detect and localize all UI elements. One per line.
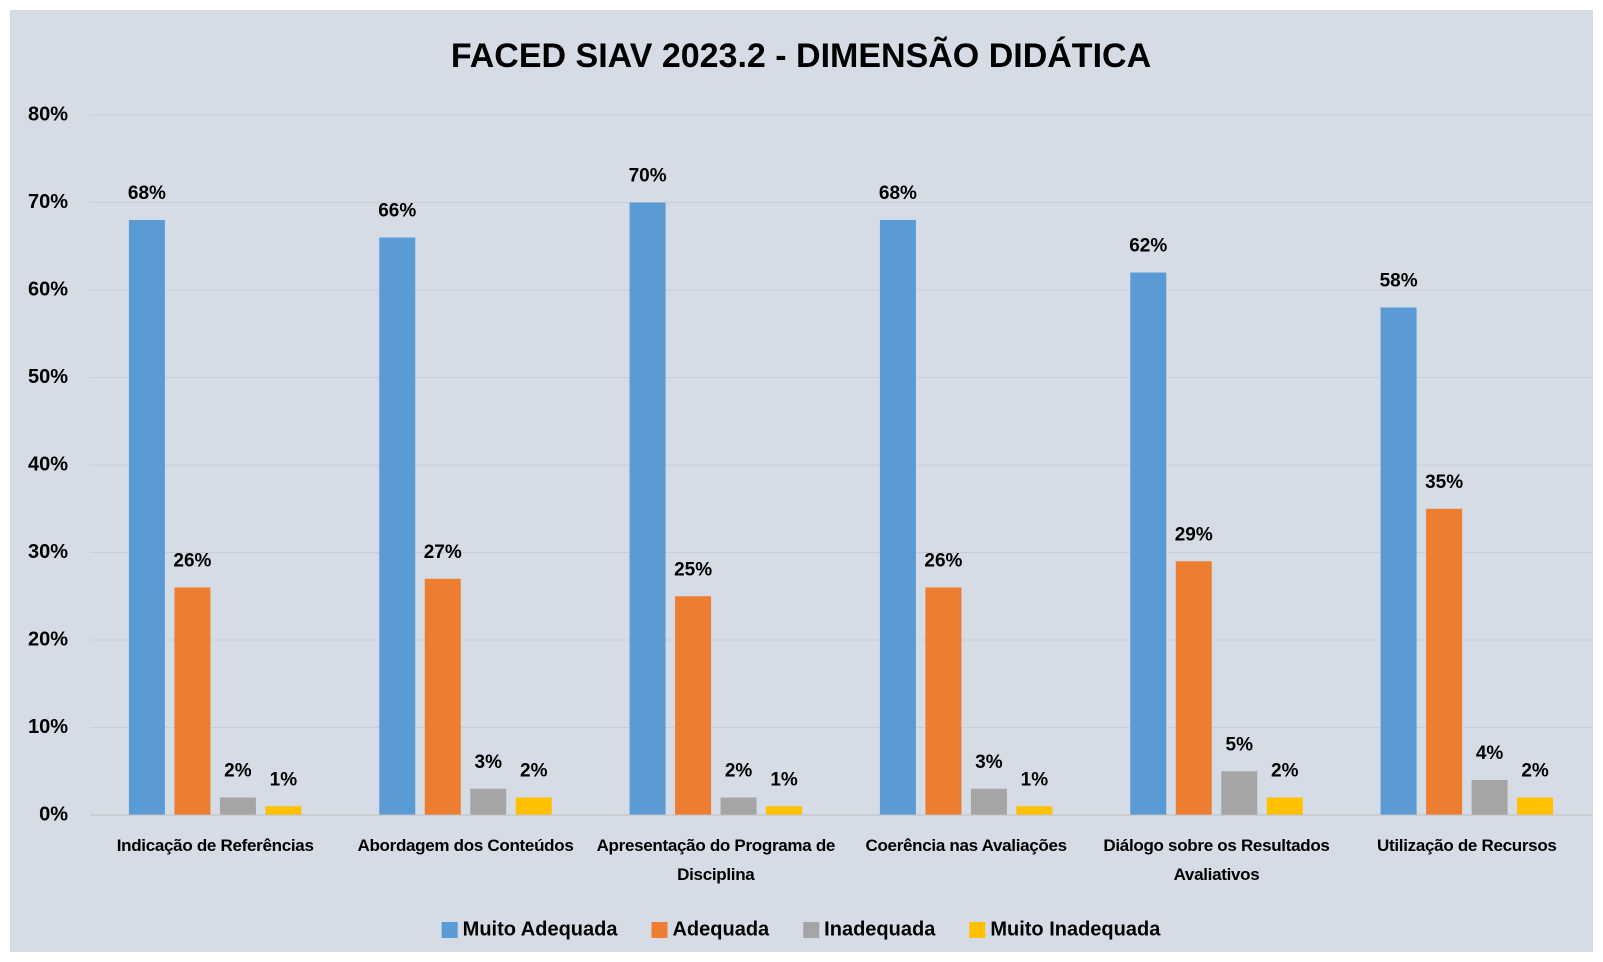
data-label: 2%: [1271, 761, 1299, 782]
y-tick-label: 20%: [28, 628, 68, 650]
bar: [1266, 797, 1303, 815]
chart-title: FACED SIAV 2023.2 - DIMENSÃO DIDÁTICA: [451, 37, 1151, 75]
chart-background: [10, 10, 1593, 952]
data-label: 3%: [975, 752, 1003, 773]
data-label: 29%: [1175, 524, 1213, 545]
data-label: 2%: [1521, 761, 1549, 782]
data-label: 26%: [173, 551, 211, 572]
legend: Muito Adequada Adequada Inadequada Muito In…: [441, 918, 1161, 940]
legend-label: Inadequada: [824, 918, 936, 940]
y-tick-label: 30%: [28, 541, 68, 563]
bar: [720, 797, 757, 815]
legend-swatch: [969, 922, 986, 938]
x-tick-label: Diálogo sobre os Resultados Avaliativos: [1103, 836, 1330, 884]
bar: [1130, 272, 1167, 815]
data-label: 26%: [924, 551, 962, 572]
legend-label: Muito Adequada: [463, 918, 619, 940]
data-label: 68%: [128, 183, 166, 204]
bar: [174, 587, 211, 815]
bar: [1221, 771, 1258, 815]
y-tick-label: 10%: [28, 716, 68, 738]
bar: [1426, 508, 1463, 815]
bar: [424, 578, 461, 815]
data-label: 1%: [770, 769, 798, 790]
data-label: 27%: [424, 542, 462, 563]
data-label: 1%: [1021, 769, 1049, 790]
bar: [470, 788, 507, 815]
bar: [1517, 797, 1554, 815]
legend-swatch: [441, 922, 458, 938]
y-tick-label: 60%: [28, 278, 68, 300]
bar: [970, 788, 1007, 815]
legend-swatch: [803, 922, 820, 938]
data-label: 35%: [1425, 472, 1463, 493]
bar: [219, 797, 256, 815]
y-tick-label: 50%: [28, 366, 68, 388]
bar: [766, 806, 803, 815]
y-tick-label: 0%: [39, 803, 68, 825]
data-label: 66%: [378, 201, 416, 222]
data-label: 58%: [1380, 271, 1418, 292]
data-label: 1%: [270, 769, 298, 790]
legend-label: Muito Inadequada: [990, 918, 1161, 940]
data-label: 25%: [674, 559, 712, 580]
bar: [515, 797, 552, 815]
bar: [925, 587, 962, 815]
data-label: 4%: [1476, 743, 1504, 764]
bar: [1471, 780, 1508, 815]
bar: [879, 220, 916, 815]
legend-label: Adequada: [672, 918, 770, 940]
bar: [1016, 806, 1053, 815]
data-label: 2%: [224, 761, 252, 782]
y-tick-label: 80%: [28, 103, 68, 125]
x-tick-label: Apresentação do Programa de Disciplina: [596, 836, 836, 884]
bar: [675, 596, 712, 815]
x-tick-label: Indicação de Referências: [116, 836, 314, 855]
y-tick-label: 70%: [28, 191, 68, 213]
data-label: 68%: [879, 183, 917, 204]
data-label: 3%: [475, 752, 503, 773]
data-label: 2%: [725, 761, 753, 782]
data-label: 5%: [1226, 734, 1254, 755]
bar: [265, 806, 302, 815]
data-label: 70%: [629, 166, 667, 187]
x-tick-label: Abordagem dos Conteúdos: [357, 836, 574, 855]
bar: [128, 220, 165, 815]
bar: [1175, 561, 1212, 815]
data-label: 62%: [1129, 236, 1167, 257]
bar: [379, 237, 416, 815]
x-tick-label: Utilização de Recursos: [1377, 836, 1557, 855]
data-label: 2%: [520, 761, 548, 782]
y-tick-label: 40%: [28, 453, 68, 475]
x-tick-label: Coerência nas Avaliações: [865, 836, 1068, 855]
bar: [1380, 307, 1417, 815]
legend-swatch: [651, 922, 668, 938]
bar: [629, 202, 666, 815]
